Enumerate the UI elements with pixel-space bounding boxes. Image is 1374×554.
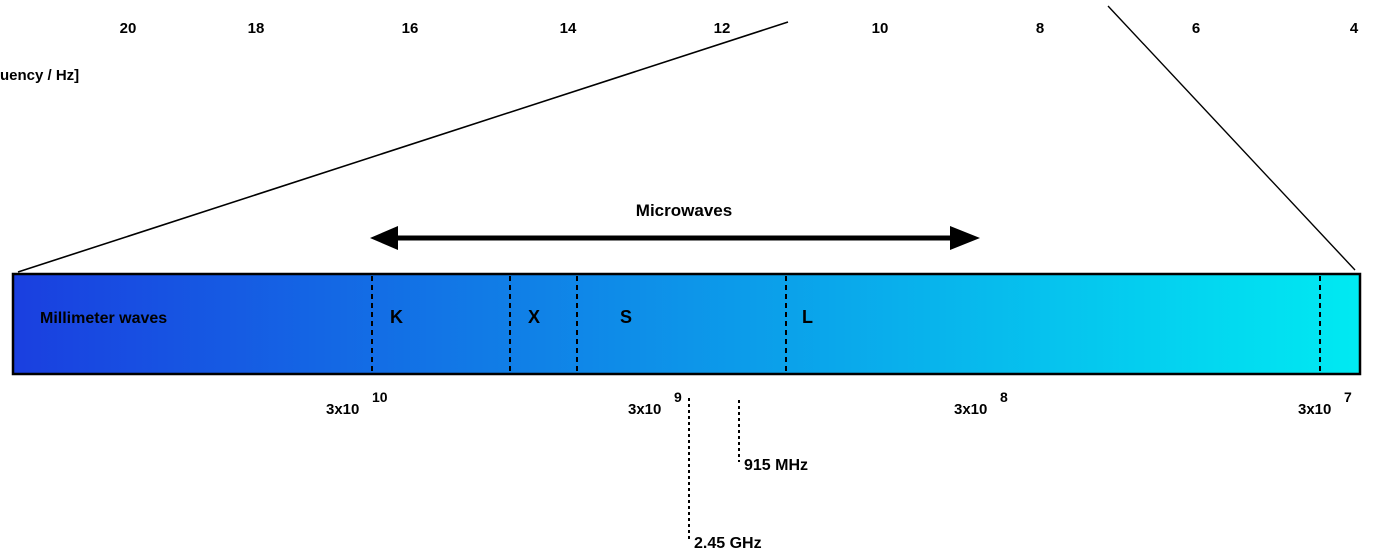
svg-text:3x10: 3x10 xyxy=(1298,401,1331,418)
scale-number: 20 xyxy=(120,20,137,37)
band-label-k: K xyxy=(390,307,403,327)
scale-number: 4 xyxy=(1350,20,1359,37)
scale-number: 18 xyxy=(248,20,265,37)
scale-number: 14 xyxy=(560,20,577,37)
microwaves-label: Microwaves xyxy=(636,201,732,220)
band-label-l: L xyxy=(802,307,813,327)
svg-text:8: 8 xyxy=(1000,389,1008,405)
svg-text:3x10: 3x10 xyxy=(326,401,359,418)
annotation-915mhz: 915 MHz xyxy=(744,457,808,474)
frequency-tick: 3x10 10 xyxy=(326,389,388,418)
spectrum-bar: Millimeter waves K X S L xyxy=(11,272,1362,376)
frequency-tick: 3x10 9 xyxy=(628,389,682,418)
scale-number: 12 xyxy=(714,20,731,37)
millimeter-waves-label: Millimeter waves xyxy=(40,310,167,327)
svg-text:3x10: 3x10 xyxy=(954,401,987,418)
svg-text:9: 9 xyxy=(674,389,682,405)
microwaves-arrow xyxy=(370,226,980,250)
svg-text:7: 7 xyxy=(1344,389,1352,405)
scale-number: 10 xyxy=(872,20,889,37)
frequency-tick: 3x10 8 xyxy=(954,389,1008,418)
svg-text:10: 10 xyxy=(372,389,388,405)
svg-text:3x10: 3x10 xyxy=(628,401,661,418)
band-label-s: S xyxy=(620,307,632,327)
frequency-tick: 3x10 7 xyxy=(1298,389,1352,418)
scale-number: 16 xyxy=(402,20,419,37)
zoom-line-left xyxy=(17,21,789,273)
scale-number: 8 xyxy=(1036,20,1044,37)
scale-axis-label: uency / Hz] xyxy=(0,67,79,84)
band-label-x: X xyxy=(528,307,540,327)
top-scale: 20 18 16 14 12 10 8 6 4 xyxy=(120,20,1359,37)
zoom-line-right xyxy=(1107,5,1356,271)
scale-number: 6 xyxy=(1192,20,1200,37)
annotation-245ghz: 2.45 GHz xyxy=(694,535,762,552)
